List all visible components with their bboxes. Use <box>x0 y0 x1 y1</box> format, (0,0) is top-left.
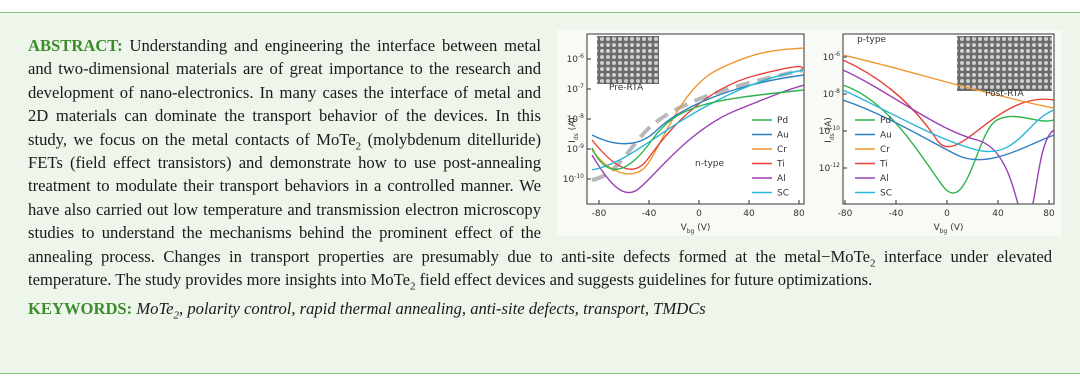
tick-exponent: -12 <box>830 162 840 169</box>
x-tick-label: 80 <box>793 209 805 219</box>
y-tick-label: 10-10 <box>563 173 584 185</box>
y-tick-label: 10-6 <box>823 51 841 63</box>
tick-exponent: -8 <box>578 113 584 120</box>
micrograph <box>597 36 659 84</box>
panel-label: p-type <box>857 35 887 45</box>
legend-label: Al <box>880 174 889 184</box>
label-sub: bg <box>687 228 695 235</box>
x-tick-label: -40 <box>889 209 904 219</box>
tick-exponent: -10 <box>574 173 584 180</box>
label-main: I <box>568 140 578 143</box>
figure: -80 -40 0 40 8010-610-710-810-910-10Pre-RTAn… <box>557 30 1062 236</box>
x-tick-label: 0 <box>696 209 702 219</box>
label-main: I <box>824 140 834 143</box>
label-unit: (A) <box>824 117 834 133</box>
label-sub: ds <box>829 133 836 140</box>
panel-label: Post-RTA <box>985 89 1024 99</box>
y-tick-label: 10-8 <box>567 113 585 125</box>
keywords-label: KEYWORDS: <box>28 299 133 319</box>
abstract-label: ABSTRACT: <box>28 36 123 55</box>
keyword: MoTe <box>136 299 174 319</box>
figure-labels: -80 -40 0 40 8010-610-710-810-910-10Pre-RTAn… <box>563 35 1055 235</box>
legend-label: Ti <box>879 160 888 170</box>
label-sub: bg <box>940 228 948 235</box>
curves <box>591 47 804 194</box>
label-unit: (A) <box>568 117 578 133</box>
tick-base: 10 <box>823 53 835 63</box>
tick-exponent: -9 <box>578 143 584 150</box>
y-tick-label: 10-9 <box>567 143 585 155</box>
text: Understanding and engineering the interf… <box>28 36 541 149</box>
y-axis-label: Ids (A) <box>824 117 836 143</box>
legend-label: Au <box>880 131 892 141</box>
tick-exponent: -8 <box>834 88 840 95</box>
tick-base: 10 <box>567 85 579 95</box>
curves <box>843 54 1054 204</box>
label-unit: (V) <box>694 223 710 233</box>
x-axis-label: Vbg (V) <box>681 223 711 235</box>
tick-base: 10 <box>823 90 835 100</box>
label-sub: ds <box>573 133 580 140</box>
subscript: 2 <box>173 309 180 322</box>
subscript: 2 <box>355 139 362 152</box>
abstract: ABSTRACT: Understanding and engineering … <box>28 34 1052 293</box>
text: (molybdenum ditelluride) FETs (field eff… <box>28 129 870 266</box>
legend-label: SC <box>880 189 892 199</box>
panel-label: Pre-RTA <box>609 83 644 93</box>
abstract-box: -80 -40 0 40 80 10-6 10-7 10-8 10-9 10-10 Pre-RTA n… <box>0 12 1080 374</box>
legend-label: Pd <box>777 116 788 126</box>
tick-exponent: -6 <box>578 53 584 60</box>
tick-exponent: -6 <box>834 51 840 58</box>
micrograph <box>957 36 1052 91</box>
tick-base: 10 <box>819 127 831 137</box>
y-tick-label: 10-12 <box>819 162 840 174</box>
tick-exponent: -10 <box>830 125 840 132</box>
keyword: , polarity control, rapid thermal anneal… <box>179 299 706 319</box>
label-unit: (V) <box>947 223 963 233</box>
legend-label: SC <box>777 189 789 199</box>
panel-label: n-type <box>695 159 725 169</box>
panel-left <box>586 33 805 205</box>
y-tick-label: 10-7 <box>567 83 585 95</box>
x-tick-label: -40 <box>642 209 657 219</box>
tick-base: 10 <box>567 115 579 125</box>
tick-base: 10 <box>819 164 831 174</box>
y-axis-label: Ids (A) <box>568 117 580 143</box>
x-tick-label: -80 <box>592 209 607 219</box>
legend-label: Ti <box>776 160 785 170</box>
label-main: V <box>934 223 941 233</box>
y-tick-label: 10-6 <box>567 53 585 65</box>
tick-base: 10 <box>567 145 579 155</box>
tick-base: 10 <box>563 175 575 185</box>
text: interface under elevated temperature. Th… <box>28 246 1052 290</box>
legend-label: Pd <box>880 116 891 126</box>
legend-label: Au <box>777 131 789 141</box>
subscript: 2 <box>409 280 416 293</box>
x-tick-label: 40 <box>743 209 755 219</box>
subscript: 2 <box>869 256 876 269</box>
y-tick-label: 10-10 <box>819 125 840 137</box>
label-main: V <box>681 223 688 233</box>
keywords: KEYWORDS: MoTe2, polarity control, rapid… <box>28 297 1052 322</box>
x-tick-label: 80 <box>1043 209 1055 219</box>
x-tick-label: 0 <box>944 209 950 219</box>
legend-label: Cr <box>777 145 787 155</box>
legend-label: Al <box>777 174 786 184</box>
x-tick-label: -80 <box>838 209 853 219</box>
x-tick-label: 40 <box>992 209 1004 219</box>
text: field effect devices and suggests guidel… <box>415 270 873 290</box>
tick-base: 10 <box>567 55 579 65</box>
legend-label: Cr <box>880 145 890 155</box>
y-tick-label: 10-8 <box>823 88 841 100</box>
x-axis-label: Vbg (V) <box>934 223 964 235</box>
panel-right <box>842 33 1055 205</box>
tick-exponent: -7 <box>578 83 584 90</box>
